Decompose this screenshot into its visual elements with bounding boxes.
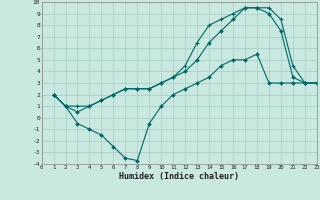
X-axis label: Humidex (Indice chaleur): Humidex (Indice chaleur): [119, 172, 239, 181]
